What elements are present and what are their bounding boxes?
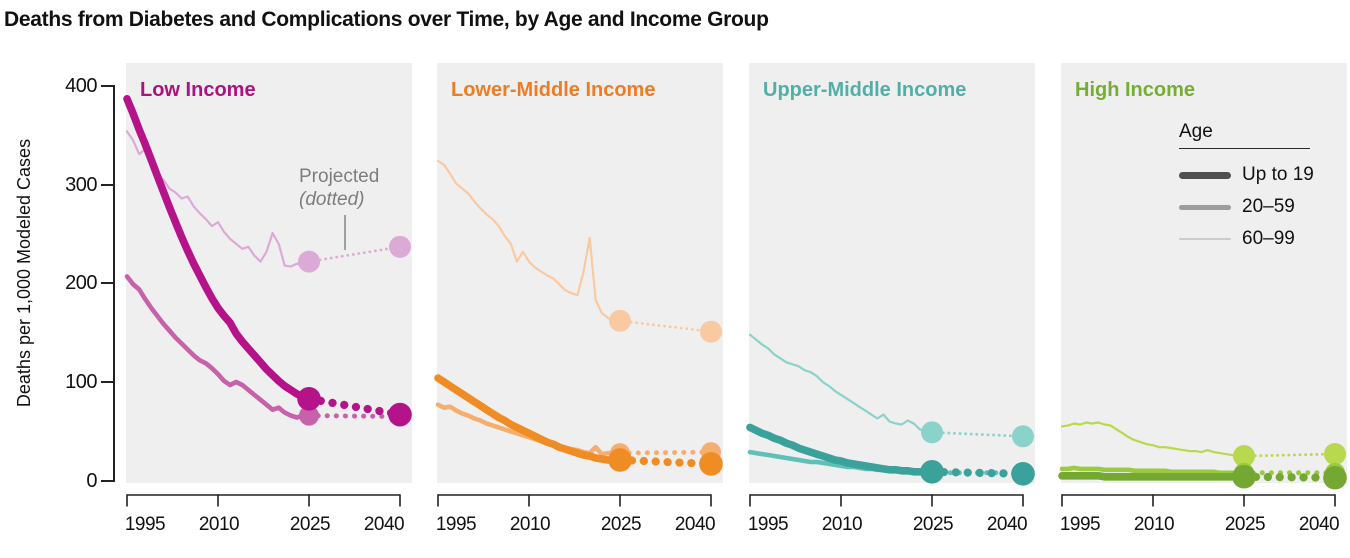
projection-dotted-thick <box>927 467 1028 478</box>
annotation-projected: Projected (dotted) <box>299 166 380 210</box>
legend-label: 20–59 <box>1242 196 1295 217</box>
marker-2040-thin <box>1324 443 1346 466</box>
legend-label: Up to 19 <box>1242 164 1314 185</box>
y-tick-mark <box>101 85 113 87</box>
marker-2025-thick <box>920 460 944 484</box>
series-line-thick <box>746 423 936 476</box>
legend-underline <box>1179 148 1310 149</box>
marker-2025-thin <box>921 421 943 444</box>
series-line-thin <box>748 333 934 434</box>
x-tick-label: 2025 <box>912 514 954 535</box>
legend-age: Age Up to 19 20–59 60–99 <box>1179 121 1339 255</box>
x-tick-label: 1995 <box>435 514 477 535</box>
x-tick-label: 2010 <box>509 514 551 535</box>
legend-label: 60–99 <box>1242 228 1295 249</box>
y-tick-label: 400 <box>65 75 97 97</box>
panel-title-high-income: High Income <box>1075 79 1196 101</box>
y-axis-label: Deaths per 1,000 Modeled Cases <box>14 138 34 408</box>
legend-item-thin: 60–99 <box>1179 223 1339 255</box>
x-tick-label: 1995 <box>1059 514 1101 535</box>
panel-title-upper-middle-income: Upper-Middle Income <box>763 79 967 101</box>
marker-2025-thick <box>297 386 321 411</box>
panel-low-income: Low Income Projected (dotted) <box>123 63 412 483</box>
projection-dotted-medium <box>306 413 403 420</box>
y-tick-label: 300 <box>65 173 97 196</box>
marker-2025-thick <box>1232 464 1256 489</box>
projection-dotted-thin <box>307 245 402 264</box>
projection-dotted-medium <box>617 449 714 456</box>
marker-2025-thin <box>298 250 320 273</box>
panel-title-low-income: Low Income <box>140 79 256 101</box>
marker-2040-thin <box>389 235 411 258</box>
legend-swatch-thick <box>1179 171 1231 179</box>
x-tick-label: 2040 <box>986 514 1028 535</box>
x-tick-label: 2040 <box>1298 514 1340 535</box>
series-line-thin <box>125 130 311 268</box>
series-line-thick <box>1058 471 1248 481</box>
y-axis-line <box>113 85 115 482</box>
series-line-thick <box>434 374 624 464</box>
projection-dotted-thin <box>618 319 713 334</box>
annotation-connector <box>344 215 346 250</box>
series-line-thin <box>1060 421 1246 458</box>
legend-swatch-thin <box>1179 238 1231 240</box>
panel-lower-middle-income: Lower-Middle Income <box>434 63 723 483</box>
x-tick-label: 2010 <box>198 514 240 535</box>
marker-2040-thick <box>388 402 412 427</box>
x-tick-label: 2025 <box>289 514 331 535</box>
panel-high-income: High Income Age Up to 19 20–59 60–99 <box>1058 63 1347 490</box>
chart-svg-lower-middle-income <box>434 159 723 476</box>
legend-item-thick: Up to 19 <box>1179 159 1339 191</box>
chart-title: Deaths from Diabetes and Complications o… <box>4 8 769 31</box>
marker-2025-thick <box>608 448 632 472</box>
y-tick-mark <box>101 183 113 186</box>
x-tick-label: 2040 <box>674 514 716 535</box>
marker-2025-thin <box>1233 445 1255 468</box>
chart-svg-low-income <box>123 94 412 427</box>
legend-item-medium: 20–59 <box>1179 191 1339 223</box>
panel-upper-middle-income: Upper-Middle Income <box>746 63 1035 486</box>
y-tick-label: 100 <box>65 371 97 394</box>
series-line-thick <box>123 94 313 403</box>
y-tick-mark <box>101 282 113 285</box>
x-tick-label: 1995 <box>747 514 789 535</box>
legend-title: Age <box>1179 121 1213 142</box>
projection-dotted-thick <box>304 394 405 419</box>
x-tick-label: 2010 <box>821 514 863 535</box>
series-line-medium <box>124 274 312 420</box>
y-tick-mark <box>101 381 113 384</box>
panel-title-lower-middle-income: Lower-Middle Income <box>451 79 656 101</box>
projection-dotted-thin <box>1242 452 1337 458</box>
marker-2040-thin <box>700 320 722 343</box>
y-tick-label: 0 <box>86 469 97 492</box>
x-tick-label: 2025 <box>1224 514 1266 535</box>
x-tick-label: 2025 <box>600 514 642 535</box>
x-axis-lower-middle-income <box>437 494 712 507</box>
x-axis-high-income <box>1061 494 1336 507</box>
x-tick-label: 2040 <box>363 514 405 535</box>
chart-svg-high-income <box>1058 421 1347 490</box>
marker-2040-thick <box>1323 465 1347 490</box>
marker-2025-thin <box>609 309 631 332</box>
projection-dotted-thick <box>1239 472 1340 482</box>
projection-dotted-thin <box>930 430 1025 438</box>
marker-2025-medium <box>299 405 319 426</box>
series-line-medium <box>1059 465 1247 476</box>
x-tick-label: 2010 <box>1133 514 1175 535</box>
y-tick-mark <box>101 479 113 482</box>
projection-dotted-thick <box>615 455 716 469</box>
marker-2040-thick <box>699 452 723 476</box>
legend-swatch-medium <box>1179 204 1231 210</box>
marker-2040-thick <box>1011 461 1035 486</box>
marker-2040-thin <box>1012 425 1034 448</box>
chart-svg-upper-middle-income <box>746 333 1035 486</box>
x-axis-low-income <box>126 494 401 507</box>
x-tick-label: 1995 <box>124 514 166 535</box>
series-line-thin <box>436 159 622 322</box>
y-tick-label: 200 <box>65 272 97 295</box>
x-axis-upper-middle-income <box>749 494 1024 507</box>
